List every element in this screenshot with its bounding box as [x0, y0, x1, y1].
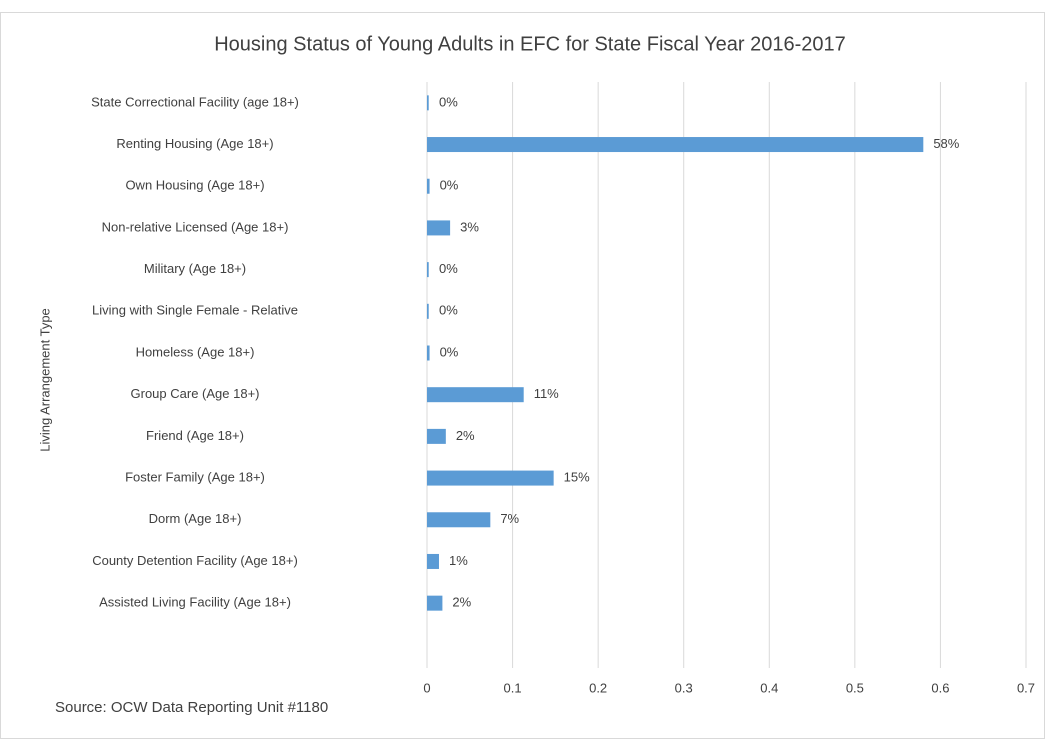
bar	[427, 553, 439, 569]
y-tick-label: County Detention Facility (Age 18+)	[92, 553, 298, 568]
x-tick-label: 0	[423, 680, 430, 695]
y-tick-label: Own Housing (Age 18+)	[125, 178, 264, 193]
chart-title: Housing Status of Young Adults in EFC fo…	[214, 33, 846, 55]
x-tick-label: 0.1	[504, 680, 522, 695]
y-tick-label: Foster Family (Age 18+)	[125, 470, 265, 485]
y-axis-title: Living Arrangement Type	[37, 308, 52, 452]
bar	[427, 220, 451, 236]
x-tick-label: 0.4	[760, 680, 778, 695]
y-tick-label: Renting Housing (Age 18+)	[116, 136, 273, 151]
bar	[427, 595, 443, 611]
data-label: 0%	[439, 94, 458, 109]
y-tick-label: Group Care (Age 18+)	[131, 386, 260, 401]
y-tick-label: State Correctional Facility (age 18+)	[91, 94, 299, 109]
x-tick-label: 0.2	[589, 680, 607, 695]
data-label: 0%	[439, 261, 458, 276]
data-label: 0%	[440, 178, 459, 193]
data-label: 11%	[534, 386, 559, 401]
data-label: 3%	[460, 219, 479, 234]
x-tick-label: 0.5	[846, 680, 864, 695]
bar	[427, 512, 491, 528]
data-label: 0%	[439, 303, 458, 318]
data-label: 58%	[933, 136, 959, 151]
bar	[427, 95, 429, 111]
bar	[427, 345, 430, 361]
y-tick-label: Homeless (Age 18+)	[136, 344, 255, 359]
bar	[427, 137, 924, 153]
y-tick-label: Military (Age 18+)	[144, 261, 246, 276]
data-label: 1%	[449, 553, 468, 568]
bar	[427, 387, 524, 403]
data-label: 7%	[500, 511, 519, 526]
y-tick-label: Living with Single Female - Relative	[92, 303, 298, 318]
data-label: 2%	[452, 595, 471, 610]
y-tick-label: Assisted Living Facility (Age 18+)	[99, 595, 291, 610]
x-tick-label: 0.3	[675, 680, 693, 695]
bar	[427, 470, 554, 486]
chart-border	[0, 12, 1045, 739]
y-tick-label: Dorm (Age 18+)	[149, 511, 242, 526]
bar	[427, 303, 429, 319]
y-tick-label: Non-relative Licensed (Age 18+)	[102, 219, 289, 234]
data-label: 15%	[564, 470, 590, 485]
data-label: 2%	[456, 428, 475, 443]
data-label: 0%	[440, 344, 459, 359]
x-tick-label: 0.6	[931, 680, 949, 695]
y-tick-label: Friend (Age 18+)	[146, 428, 244, 443]
source-note: Source: OCW Data Reporting Unit #1180	[55, 699, 328, 716]
bar	[427, 178, 430, 194]
bar	[427, 262, 429, 278]
x-tick-label: 0.7	[1017, 680, 1035, 695]
bar	[427, 428, 446, 444]
